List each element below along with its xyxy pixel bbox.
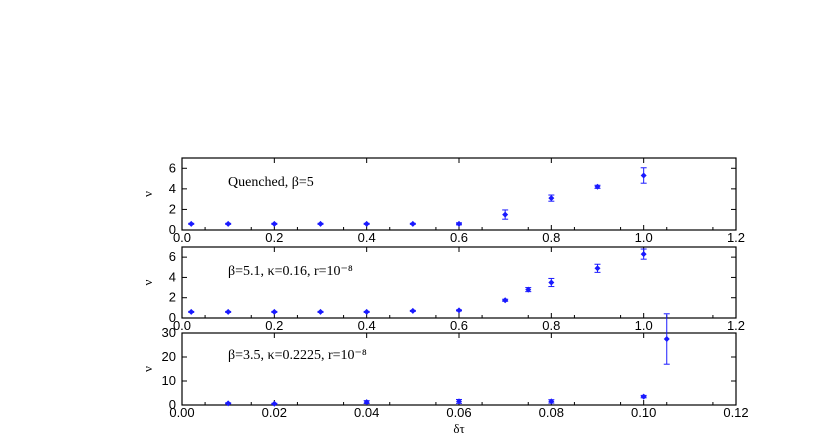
panel-3-ytick-label: 10	[162, 373, 176, 388]
panel-3-ytick-label: 0	[169, 397, 176, 412]
panel-1-xtick-label: 0.6	[450, 230, 468, 245]
panel-1-xtick-label: 0.8	[542, 230, 560, 245]
data-point	[548, 398, 555, 405]
panel-2-xtick-label: 0.4	[358, 318, 376, 333]
panel-2-annotation: β=5.1, κ=0.16, r=10⁻⁸	[228, 264, 353, 279]
data-point	[640, 251, 647, 258]
data-point	[640, 172, 647, 179]
data-point	[548, 279, 555, 286]
panel-3-xtick-label: 0.00	[169, 405, 194, 420]
panel-1-xtick-label: 0.0	[173, 230, 191, 245]
data-point	[640, 393, 647, 400]
panel-3-ylabel: ν	[140, 366, 155, 372]
data-point	[225, 308, 232, 315]
panel-2-ytick-label: 4	[169, 269, 176, 284]
panel-1-xtick-label: 0.4	[358, 230, 376, 245]
data-point	[409, 220, 416, 227]
data-point	[502, 297, 509, 304]
panel-1-xtick-label: 1.0	[635, 230, 653, 245]
data-point	[594, 183, 601, 190]
data-point	[548, 195, 555, 202]
panel-2-xtick-label: 1.0	[635, 318, 653, 333]
panel-3-xlabel: δτ	[453, 421, 464, 436]
data-point	[594, 265, 601, 272]
data-point	[225, 220, 232, 227]
data-point	[456, 398, 462, 405]
panel-3-xtick-label: 0.12	[723, 405, 748, 420]
panel-3-xtick-label: 0.08	[539, 405, 564, 420]
panel-1-ytick-label: 2	[169, 201, 176, 216]
panel-3-xtick-label: 0.04	[354, 405, 379, 420]
panel-3-frame	[181, 332, 737, 406]
data-point	[271, 400, 278, 407]
panel-1-xtick-label: 1.2	[727, 230, 745, 245]
panel-1-ytick-label: 0	[169, 222, 176, 237]
data-point	[363, 220, 370, 227]
data-point	[317, 308, 324, 315]
panel-2-ylabel: ν	[140, 279, 155, 285]
data-point	[363, 399, 370, 406]
panel-1-ylabel: ν	[140, 191, 155, 197]
data-point	[409, 307, 416, 314]
data-point	[663, 336, 670, 342]
data-point	[363, 308, 370, 315]
panel-1-xtick-label: 0.2	[265, 230, 283, 245]
panel-2-ytick-label: 6	[169, 249, 176, 264]
data-point	[225, 400, 232, 407]
panel-2-xtick-label: 0.8	[542, 318, 560, 333]
panel-2-xtick-label: 0.0	[173, 318, 191, 333]
panel-1-annotation: Quenched, β=5	[228, 175, 314, 190]
panel-3-xtick-label: 0.10	[631, 405, 656, 420]
panel-2-xtick-label: 0.2	[265, 318, 283, 333]
data-point	[456, 307, 462, 314]
data-point	[188, 308, 195, 315]
panel-1-frame	[181, 157, 737, 231]
data-point	[271, 308, 278, 315]
panel-2-xtick-label: 1.2	[727, 318, 745, 333]
data-point	[188, 220, 195, 227]
panel-2-ytick-label: 0	[169, 310, 176, 325]
panel-1-ytick-label: 6	[169, 160, 176, 175]
data-point	[271, 220, 278, 227]
panel-3-xtick-label: 0.02	[262, 405, 287, 420]
panel-3-xtick-label: 0.06	[446, 405, 471, 420]
panel-2-xtick-label: 0.6	[450, 318, 468, 333]
data-point	[317, 220, 324, 227]
panel-3-annotation: β=3.5, κ=0.2225, r=10⁻⁸	[228, 348, 367, 363]
data-point	[525, 286, 532, 293]
data-point	[456, 220, 462, 227]
panel-3-ytick-label: 30	[162, 325, 176, 340]
data-point	[502, 211, 509, 218]
panel-2-frame	[181, 246, 737, 319]
panel-3-ytick-label: 20	[162, 349, 176, 364]
panel-2-ytick-label: 2	[169, 290, 176, 305]
panel-1-ytick-label: 4	[169, 181, 176, 196]
